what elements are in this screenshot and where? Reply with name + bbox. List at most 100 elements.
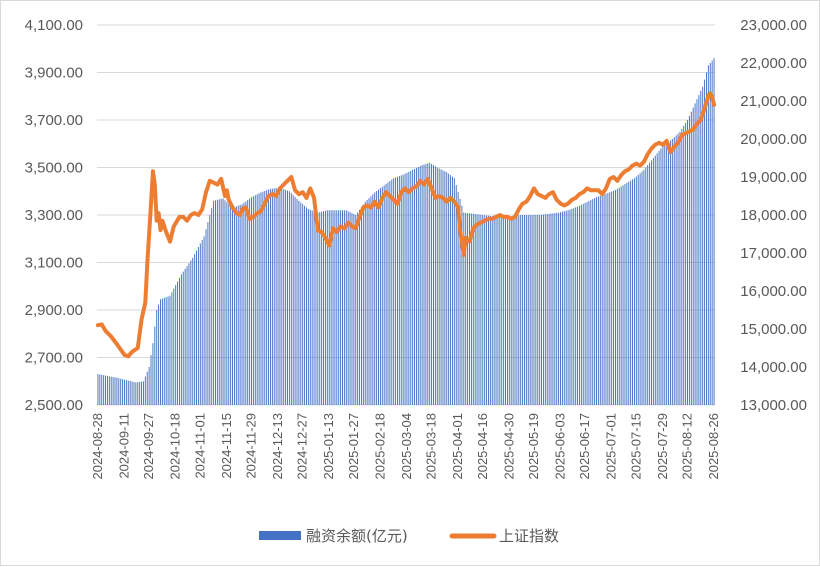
legend-swatch-margin-balance — [259, 531, 301, 540]
bar — [408, 171, 410, 405]
bar — [704, 79, 706, 405]
bar — [340, 210, 342, 405]
bar — [328, 210, 330, 405]
bar — [146, 371, 148, 405]
bar — [218, 199, 220, 405]
bar — [544, 214, 546, 405]
x-axis-tick-label: 2025-08-12 — [680, 413, 695, 480]
bar — [700, 90, 702, 405]
bar — [114, 377, 116, 405]
x-axis-tick-label: 2025-01-13 — [321, 413, 336, 480]
bar — [664, 144, 666, 405]
bar — [442, 170, 444, 405]
bar — [315, 211, 317, 405]
bar — [554, 213, 556, 405]
bar — [469, 213, 470, 405]
bar — [110, 376, 112, 405]
bar — [378, 189, 379, 405]
bar — [607, 192, 609, 405]
bar — [414, 168, 416, 405]
bar — [632, 179, 634, 405]
bar — [262, 191, 264, 405]
bar — [364, 201, 366, 405]
bar — [618, 187, 620, 405]
bar — [516, 215, 518, 405]
bar — [561, 211, 563, 405]
bar — [330, 210, 332, 405]
bar — [400, 175, 402, 405]
right-axis-tick-label: 22,000.00 — [740, 55, 807, 72]
bar — [334, 210, 336, 405]
bar — [518, 215, 520, 405]
bar — [465, 212, 467, 405]
bar — [345, 210, 347, 405]
bar — [533, 215, 535, 405]
bar — [423, 164, 425, 405]
x-axis-tick-label: 2025-06-03 — [553, 413, 568, 480]
bar — [643, 169, 645, 405]
bar — [319, 212, 321, 405]
right-axis-tick-label: 18,000.00 — [740, 207, 807, 224]
bar — [366, 200, 368, 405]
bar — [486, 215, 488, 405]
bar — [669, 140, 671, 406]
bar — [497, 216, 499, 405]
bar — [241, 204, 243, 405]
bar — [478, 214, 480, 405]
bar — [599, 195, 601, 405]
bar — [654, 155, 656, 405]
bar — [573, 208, 575, 405]
bar — [249, 198, 251, 405]
bar — [592, 199, 594, 405]
bar — [457, 191, 459, 405]
bar — [395, 177, 397, 405]
bar — [158, 304, 160, 405]
bar — [209, 215, 211, 405]
bar — [489, 215, 491, 405]
legend-label-shanghai-index: 上证指数 — [499, 527, 559, 545]
x-axis-tick-label: 2025-04-16 — [475, 413, 490, 480]
bar — [495, 216, 497, 405]
bar — [633, 178, 635, 405]
bar — [103, 375, 105, 405]
bar — [550, 213, 552, 405]
right-axis-tick-label: 21,000.00 — [740, 93, 807, 110]
bar — [256, 194, 258, 405]
bar — [524, 215, 525, 405]
bar — [163, 297, 165, 405]
bar — [154, 326, 156, 405]
x-axis-tick-label: 2025-07-01 — [604, 413, 619, 480]
bar — [199, 243, 201, 405]
right-axis-tick-label: 15,000.00 — [740, 321, 807, 338]
bar — [288, 191, 290, 405]
bar — [425, 163, 427, 405]
left-axis-tick-label: 4,100.00 — [25, 17, 83, 34]
bar — [605, 193, 607, 405]
bar — [427, 163, 429, 405]
bar — [133, 381, 135, 405]
bar — [192, 257, 194, 405]
bar — [586, 201, 588, 405]
bar — [279, 187, 281, 405]
bar — [505, 216, 506, 405]
bar — [271, 188, 273, 405]
x-axis-tick-label: 2025-03-04 — [399, 413, 414, 480]
bar — [118, 378, 120, 405]
bar — [470, 213, 472, 405]
bar — [527, 215, 529, 405]
bar — [615, 190, 616, 405]
bar — [578, 205, 580, 405]
bar — [173, 288, 175, 405]
bar — [357, 212, 359, 405]
bar — [584, 202, 586, 405]
bar — [287, 190, 288, 405]
bar — [300, 202, 302, 405]
bar — [251, 197, 252, 405]
right-axis-tick-label: 23,000.00 — [740, 17, 807, 34]
bar — [196, 250, 197, 405]
bar — [590, 200, 592, 405]
bar — [201, 239, 203, 405]
bar — [560, 212, 561, 405]
